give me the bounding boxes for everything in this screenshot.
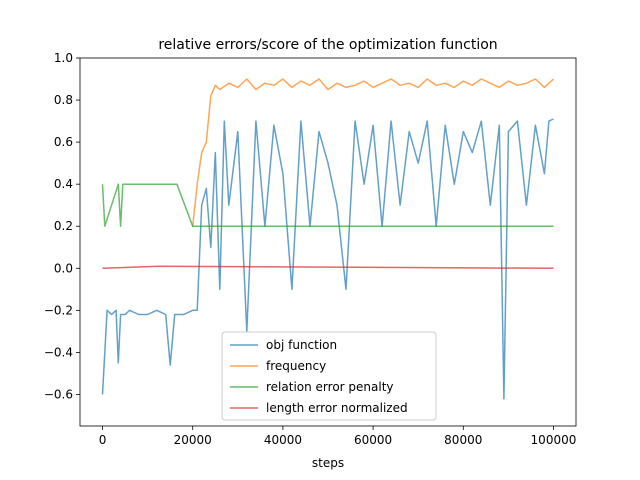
legend-box xyxy=(221,331,437,421)
x-tick-label: 80000 xyxy=(444,433,482,447)
series-line-frequency xyxy=(191,78,555,227)
chart-title: relative errors/score of the optimizatio… xyxy=(158,37,497,53)
x-tick-label: 20000 xyxy=(174,433,212,447)
y-tick-label: 0.6 xyxy=(54,135,73,149)
x-axis-label: steps xyxy=(312,456,344,470)
legend-label: obj function xyxy=(266,338,337,352)
y-tick-label: −0.2 xyxy=(44,303,73,317)
axes-frame xyxy=(79,57,577,427)
y-tick-label: −0.4 xyxy=(44,345,73,359)
y-tick-label: 0.8 xyxy=(54,93,73,107)
legend-label: relation error penalty xyxy=(266,380,394,394)
y-tick-label: 0.0 xyxy=(54,261,73,275)
x-tick-label: 100000 xyxy=(531,433,577,447)
series-line-length-error-normalized xyxy=(102,265,554,270)
legend-label: length error normalized xyxy=(266,401,408,415)
axes: 0 20000 40000 60000 80000 100000 −0.6 −0.4 −0.2 0… xyxy=(44,51,577,447)
y-tick-label: 1.0 xyxy=(54,51,73,65)
legend: obj function frequency relation error pena… xyxy=(221,331,437,421)
y-tick-label: −0.6 xyxy=(44,387,73,401)
y-tick-label: 0.2 xyxy=(54,219,73,233)
plot-area xyxy=(101,78,555,400)
y-tick-label: 0.4 xyxy=(54,177,73,191)
series-line-obj-function xyxy=(101,118,554,400)
series-lines xyxy=(101,78,555,400)
x-tick-label: 0 xyxy=(99,433,107,447)
x-tick-label: 60000 xyxy=(354,433,392,447)
series-line-relation-error-penalty xyxy=(101,183,554,227)
legend-label: frequency xyxy=(266,359,326,373)
x-tick-label: 40000 xyxy=(264,433,302,447)
